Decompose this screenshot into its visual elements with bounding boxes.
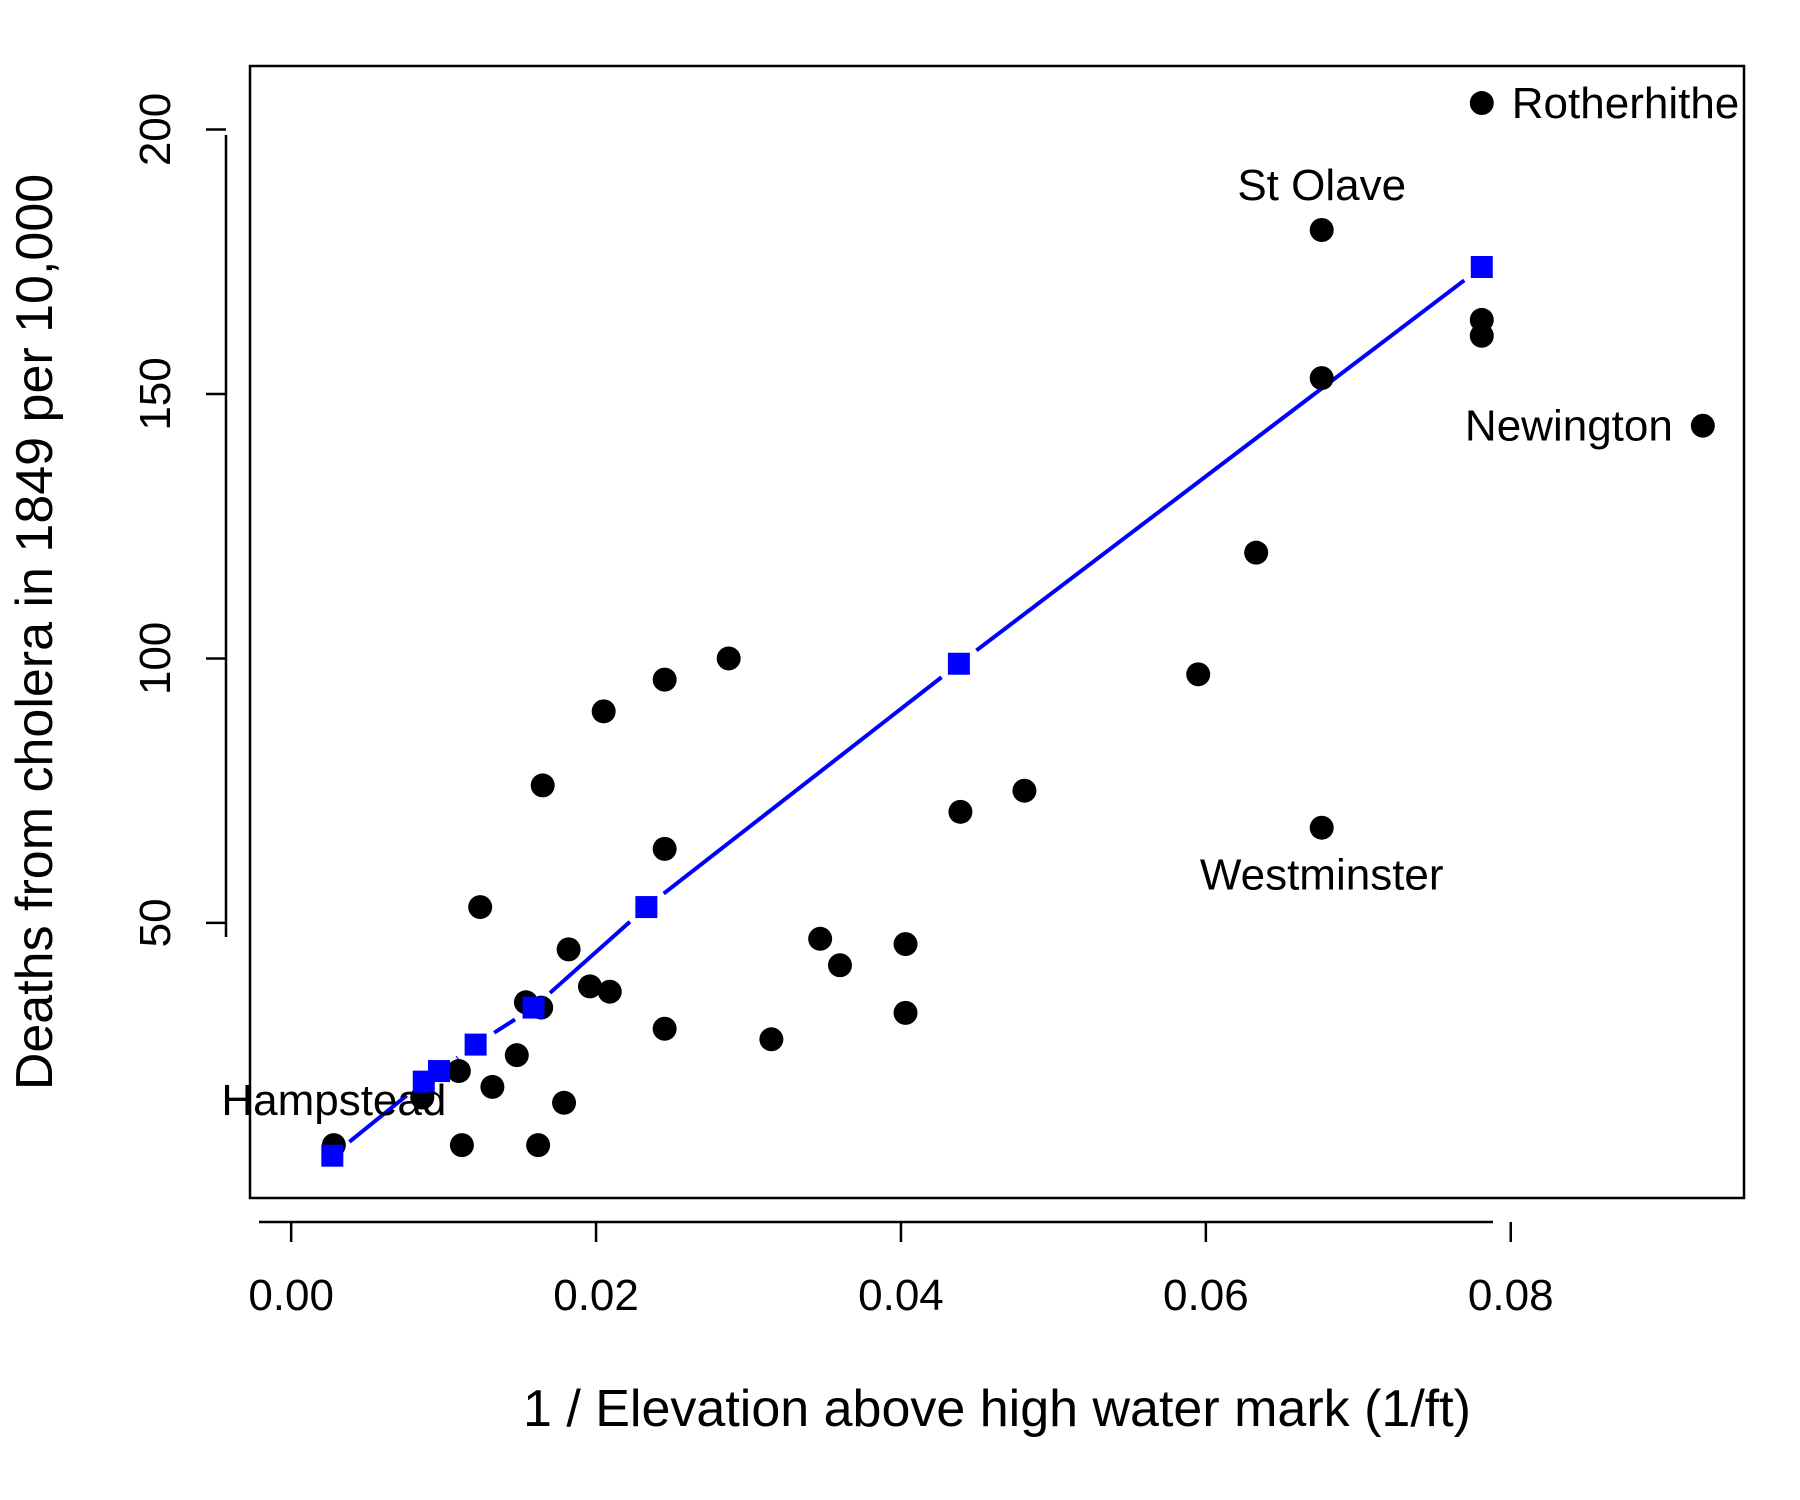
point-label: St Olave	[1237, 161, 1406, 210]
fitted-line-segment	[975, 278, 1466, 653]
data-point	[1186, 662, 1211, 687]
data-point	[1309, 217, 1334, 242]
data-point	[1309, 815, 1334, 840]
fitted-point	[635, 896, 658, 919]
x-tick-label: 0.02	[553, 1271, 639, 1320]
point-label: Newington	[1465, 402, 1673, 451]
fitted-point	[321, 1144, 344, 1167]
fitted-line-segment	[455, 1055, 459, 1060]
fitted-point	[1470, 256, 1493, 279]
fitted-line-segment	[548, 920, 632, 995]
fitted-line-segment	[348, 1093, 408, 1144]
data-point	[808, 926, 833, 951]
plot-frame	[248, 64, 1746, 1200]
data-point	[530, 773, 555, 798]
data-points	[321, 91, 1715, 1158]
fitted-line-segment	[493, 1017, 517, 1035]
data-point	[526, 1133, 551, 1158]
data-point	[827, 953, 852, 978]
y-tick-label: 50	[131, 898, 180, 947]
fitted-line-segment	[662, 675, 943, 896]
data-point	[446, 1059, 471, 1084]
data-point	[1012, 778, 1037, 803]
point-label: Rotherhithe	[1512, 79, 1739, 128]
y-tick-label: 150	[131, 357, 180, 430]
data-point	[948, 799, 973, 824]
x-tick-label: 0.06	[1163, 1271, 1249, 1320]
data-point	[1690, 413, 1715, 438]
data-point	[1469, 323, 1494, 348]
y-tick-label: 100	[131, 622, 180, 695]
data-point	[1309, 366, 1334, 391]
point-annotations: Rotherhithe St Olave Newington Westminster H…	[221, 79, 1739, 1125]
y-axis-ticks: 50 100 150 200	[131, 93, 226, 947]
data-point	[556, 937, 581, 962]
x-axis-title: 1 / Elevation above high water mark (1/f…	[523, 1380, 1471, 1438]
data-point	[504, 1043, 529, 1068]
data-point	[716, 646, 741, 671]
data-point	[893, 932, 918, 957]
x-axis-ticks: 0.00 0.02 0.04 0.06 0.08	[248, 1222, 1554, 1320]
data-point	[480, 1074, 505, 1099]
y-axis-title: Deaths from cholera in 1849 per 10,000	[6, 174, 64, 1090]
y-tick-label: 200	[131, 93, 180, 166]
fitted-point	[522, 996, 545, 1019]
fitted-line	[348, 278, 1466, 1144]
data-point	[652, 1016, 677, 1041]
x-tick-label: 0.08	[1468, 1271, 1554, 1320]
data-point	[652, 667, 677, 692]
data-point	[552, 1090, 577, 1115]
x-tick-label: 0.00	[248, 1271, 334, 1320]
data-point	[468, 895, 493, 920]
data-point	[577, 974, 602, 999]
fitted-point	[947, 652, 970, 675]
data-point	[591, 699, 616, 724]
point-label: Hampstead	[221, 1076, 446, 1125]
fitted-point	[428, 1060, 451, 1083]
data-point	[449, 1133, 474, 1158]
data-point	[759, 1027, 784, 1052]
data-point	[652, 836, 677, 861]
fitted-point	[464, 1033, 487, 1056]
x-tick-label: 0.04	[858, 1271, 944, 1320]
data-point	[1469, 91, 1494, 116]
data-point	[1244, 540, 1269, 565]
data-point	[597, 979, 622, 1004]
fitted-points	[321, 256, 1493, 1167]
data-point	[893, 1000, 918, 1025]
point-label: Westminster	[1200, 851, 1444, 900]
